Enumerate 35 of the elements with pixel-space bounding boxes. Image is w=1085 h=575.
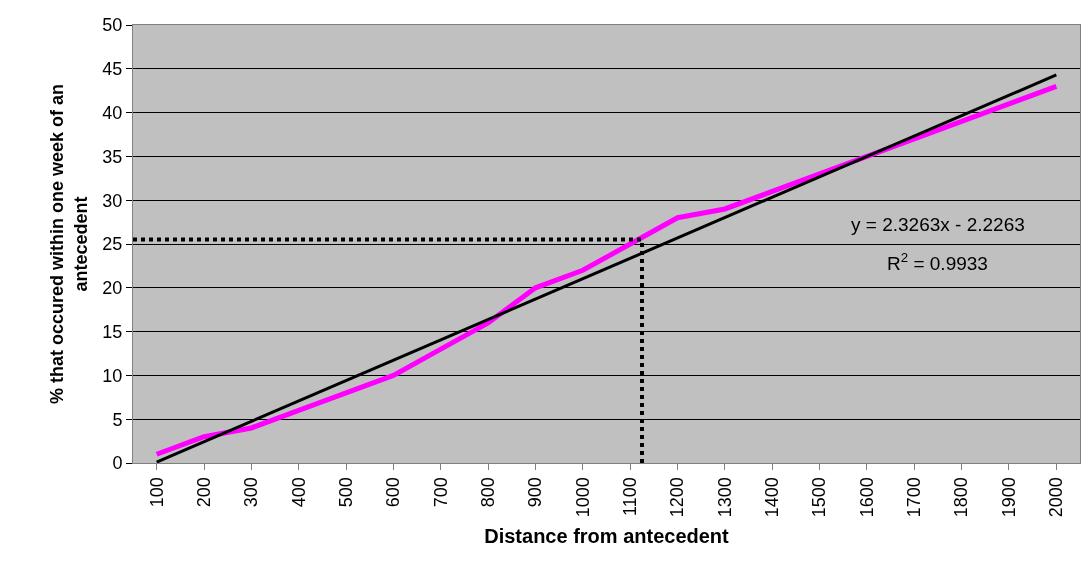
- y-tick-label: 5: [112, 409, 123, 430]
- x-tick-label: 1100: [620, 477, 641, 516]
- y-tick-label: 50: [102, 15, 123, 36]
- x-tick-label: 600: [383, 477, 404, 508]
- y-tick-label: 10: [102, 365, 123, 386]
- x-tick-label: 700: [430, 477, 451, 508]
- x-tick-label: 300: [241, 477, 262, 508]
- x-axis-title: Distance from antecedent: [484, 524, 730, 547]
- x-tick-label: 2000: [1046, 477, 1067, 518]
- y-tick-label: 35: [102, 146, 123, 167]
- x-tick-label: 1400: [762, 477, 783, 518]
- x-tick-label: 400: [288, 477, 309, 508]
- x-tick-label: 800: [477, 477, 498, 508]
- y-tick-label: 45: [102, 59, 123, 80]
- y-tick-label: 30: [102, 190, 123, 211]
- x-tick-label: 900: [525, 477, 546, 508]
- x-tick-label: 1800: [951, 477, 972, 518]
- x-tick-label: 200: [193, 477, 214, 508]
- y-axis-title: % that occured within one week of an antecedent: [47, 83, 91, 405]
- x-tick-label: 1000: [572, 477, 593, 518]
- y-tick-label: 0: [112, 453, 123, 474]
- x-tick-label: 1500: [809, 477, 830, 518]
- annotation: R$^{2}$ = 0.9933: [887, 250, 988, 274]
- y-tick-label: 40: [102, 102, 123, 123]
- x-tick-label: 1200: [667, 477, 688, 518]
- annotation: y = 2.3263x - 2.2263: [851, 214, 1025, 235]
- x-tick-label: 1600: [856, 477, 877, 518]
- x-tick-label: 1900: [998, 477, 1019, 518]
- y-tick-label: 25: [102, 234, 123, 255]
- y-tick-label: 15: [102, 321, 123, 342]
- x-tick-label: 1700: [904, 477, 925, 518]
- x-tick-label: 100: [146, 477, 167, 508]
- x-tick-label: 500: [335, 477, 356, 508]
- x-tick-label: 1300: [714, 477, 735, 518]
- y-tick-label: 20: [102, 278, 123, 299]
